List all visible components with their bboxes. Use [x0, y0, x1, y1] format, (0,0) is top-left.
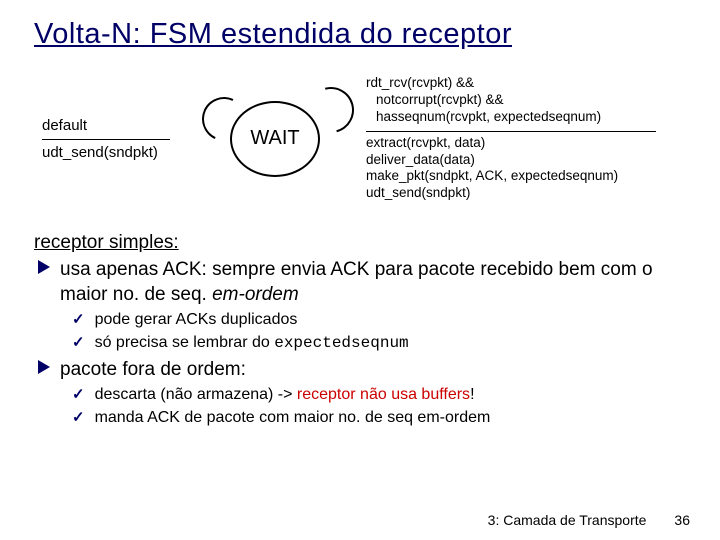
footer-page-number: 36 [674, 512, 690, 528]
b1-s1-text: pode gerar ACKs duplicados [95, 309, 298, 330]
fsm-diagram: default udt_send(sndpkt) WAIT rdt_rcv(rc… [42, 75, 686, 202]
sub-bullet-send-ack: ✓ manda ACK de pacote com maior no. de s… [72, 407, 686, 428]
slide-footer: 3: Camada de Transporte 36 [488, 512, 690, 528]
fsm-right-rule [366, 131, 656, 132]
sub-bullet-discard: ✓ descarta (não armazena) -> receptor nã… [72, 384, 686, 405]
b1-pre: usa apenas ACK: sempre envia ACK para pa… [60, 259, 653, 305]
slide-title: Volta-N: FSM estendida do receptor [34, 18, 686, 51]
b2-s1-pre: descarta (não armazena) -> [95, 386, 297, 403]
b2-s2-text: manda ACK de pacote com maior no. de seq… [95, 407, 491, 428]
bullet-ack-only: usa apenas ACK: sempre envia ACK para pa… [38, 257, 686, 307]
arrow-bullet-icon [38, 260, 50, 274]
arrow-bullet-icon [38, 360, 50, 374]
fsm-action-line3: make_pkt(sndpkt, ACK, expectedseqnum) [366, 168, 656, 185]
b2-s1-red: receptor não usa buffers [297, 386, 470, 403]
fsm-event-line3: hasseqnum(rcvpkt, expectedseqnum) [366, 109, 656, 126]
section-subtitle: receptor simples: [34, 230, 686, 255]
fsm-state-wait: WAIT [230, 101, 320, 177]
b2-s1-post: ! [470, 386, 474, 403]
slide-body: receptor simples: usa apenas ACK: sempre… [34, 230, 686, 428]
footer-chapter: 3: Camada de Transporte [488, 512, 647, 528]
b1-s2-pre: só precisa se lembrar do [95, 334, 275, 351]
fsm-event-line1: rdt_rcv(rcvpkt) && [366, 75, 656, 92]
check-bullet-icon: ✓ [72, 385, 85, 405]
b1-em: em-ordem [212, 284, 299, 305]
fsm-left-transition: default udt_send(sndpkt) [42, 117, 202, 161]
fsm-left-action: udt_send(sndpkt) [42, 144, 202, 161]
fsm-left-rule [42, 139, 170, 140]
fsm-action-line4: udt_send(sndpkt) [366, 185, 656, 202]
check-bullet-icon: ✓ [72, 408, 85, 428]
sub-bullet-expectedseqnum: ✓ só precisa se lembrar do expectedseqnu… [72, 332, 686, 354]
fsm-right-transition: rdt_rcv(rcvpkt) && notcorrupt(rcvpkt) &&… [366, 75, 656, 202]
sub-bullet-dup-ack: ✓ pode gerar ACKs duplicados [72, 309, 686, 330]
check-bullet-icon: ✓ [72, 310, 85, 330]
b2-s1-text: descarta (não armazena) -> receptor não … [95, 384, 475, 405]
fsm-event-line2: notcorrupt(rcvpkt) && [366, 92, 656, 109]
check-bullet-icon: ✓ [72, 333, 85, 353]
b2-text: pacote fora de ordem: [60, 357, 246, 382]
fsm-state-wrap: WAIT [220, 91, 340, 187]
fsm-right-actions: extract(rcvpkt, data) deliver_data(data)… [366, 135, 656, 203]
fsm-right-event: rdt_rcv(rcvpkt) && notcorrupt(rcvpkt) &&… [366, 75, 656, 126]
b1-s2-text: só precisa se lembrar do expectedseqnum [95, 332, 409, 354]
bullet-out-of-order: pacote fora de ordem: [38, 357, 686, 382]
bullet-ack-text: usa apenas ACK: sempre envia ACK para pa… [60, 257, 686, 307]
b1-s2-code: expectedseqnum [274, 334, 408, 352]
fsm-left-event: default [42, 117, 202, 134]
fsm-action-line1: extract(rcvpkt, data) [366, 135, 656, 152]
fsm-action-line2: deliver_data(data) [366, 152, 656, 169]
